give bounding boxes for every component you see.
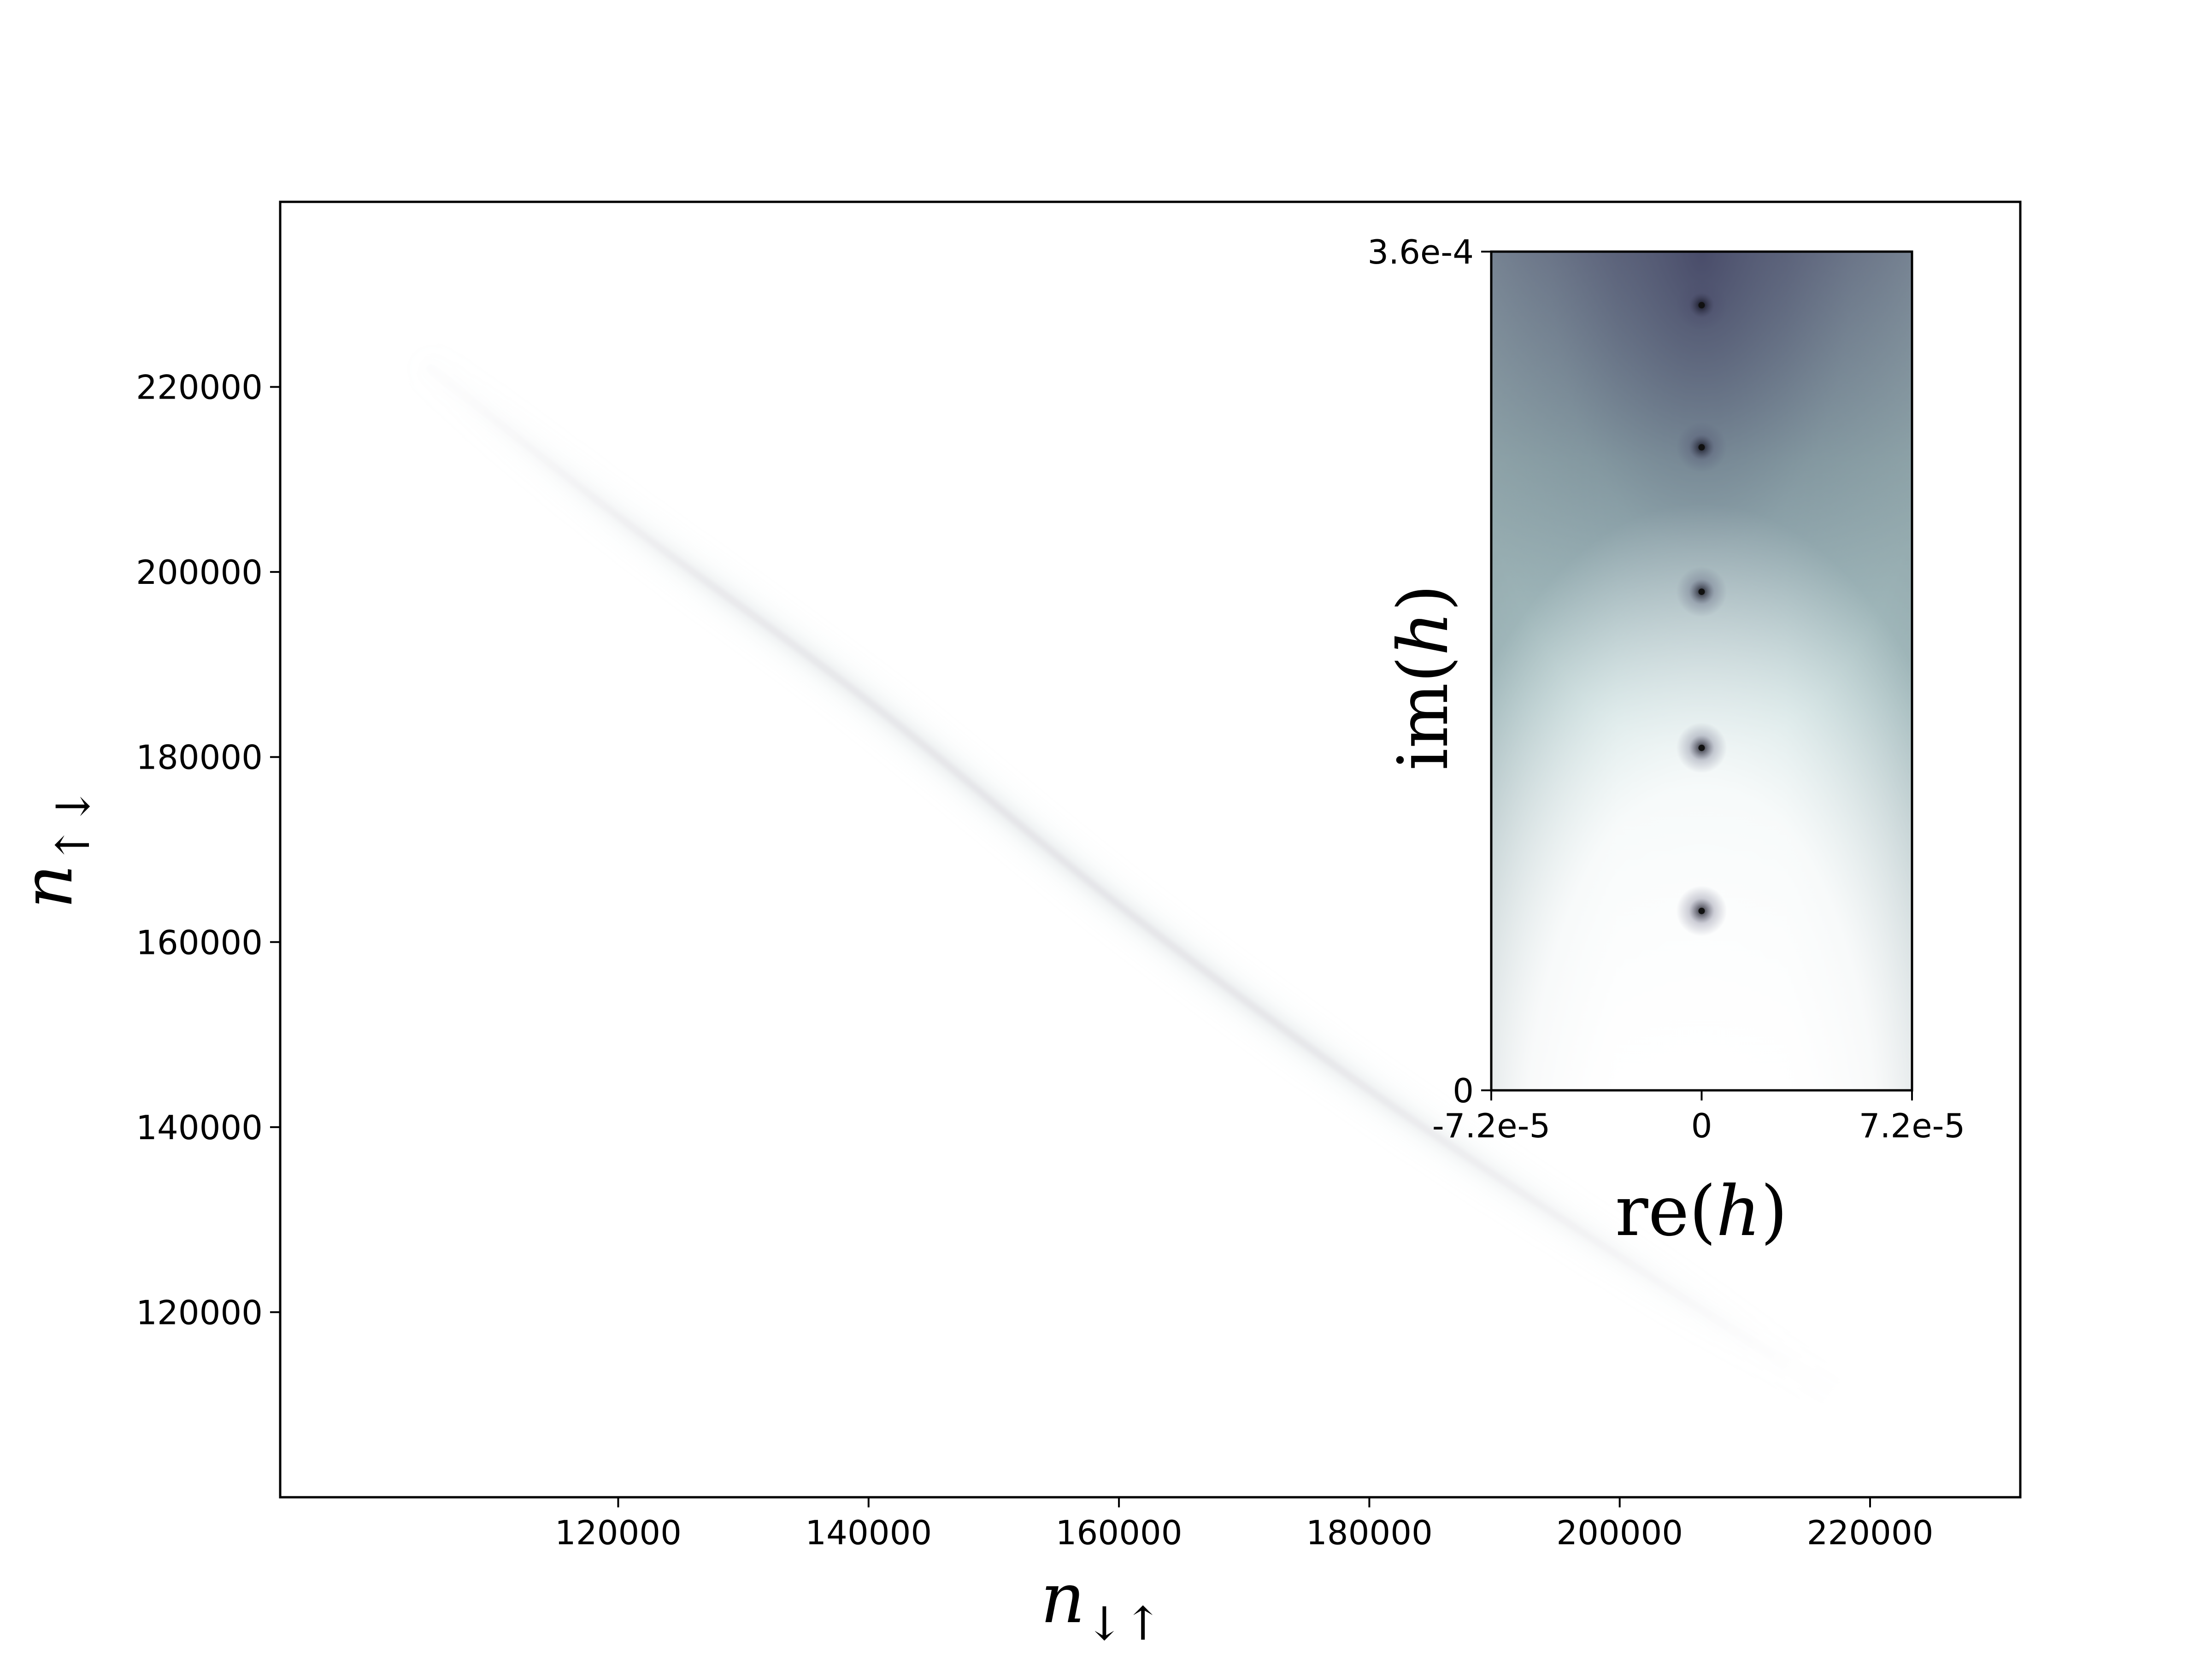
inset-zero-point bbox=[1698, 302, 1705, 309]
main-x-tick-label: 180000 bbox=[1306, 1513, 1433, 1552]
inset-x-tick-label: -7.2e-5 bbox=[1432, 1106, 1551, 1145]
inset-plot: -7.2e-5 0 7.2e-5 03.6e-4 bbox=[1367, 233, 1965, 1145]
inset-x-tick-label: 7.2e-5 bbox=[1859, 1106, 1965, 1145]
main-x-label-var: n bbox=[1041, 1559, 1085, 1639]
inset-heatmap bbox=[1491, 252, 1912, 1090]
inset-zero-point bbox=[1698, 907, 1705, 914]
inset-x-axis-label: re(h) bbox=[1615, 1171, 1788, 1252]
inset-x-label-var: h bbox=[1716, 1171, 1761, 1252]
main-y-tick-label: 120000 bbox=[136, 1293, 263, 1332]
main-x-label-sub: ↓↑ bbox=[1085, 1597, 1163, 1651]
inset-x-label-func: re bbox=[1615, 1171, 1689, 1252]
inset-zero-point bbox=[1698, 444, 1705, 451]
main-x-ticks: 120000 140000 160000 180000 200000 220000 bbox=[555, 1497, 1933, 1552]
inset-zeros bbox=[1676, 280, 1727, 936]
band-core bbox=[426, 365, 1924, 1446]
main-y-tick-label: 200000 bbox=[136, 553, 263, 592]
inset-y-axis-label: im(h) bbox=[1383, 584, 1464, 771]
density-band-gradient bbox=[414, 352, 1936, 1458]
inset-zero-point bbox=[1698, 588, 1705, 595]
main-x-axis-label: n↓↑ bbox=[1041, 1559, 1162, 1651]
main-y-tick-label: 220000 bbox=[136, 368, 263, 407]
density-band bbox=[414, 352, 1936, 1458]
main-y-tick-label: 160000 bbox=[136, 923, 263, 962]
main-y-tick-label: 180000 bbox=[136, 738, 263, 777]
inset-y-tick-label: 3.6e-4 bbox=[1367, 233, 1474, 271]
inset-y-label-func: im bbox=[1383, 683, 1464, 771]
main-frame bbox=[279, 200, 2022, 1499]
main-x-tick-label: 220000 bbox=[1807, 1513, 1934, 1552]
main-y-axis-label: n↑↓ bbox=[8, 787, 100, 909]
inset-y-tick-label: 0 bbox=[1453, 1071, 1474, 1110]
inset-y-label-var: h bbox=[1383, 612, 1464, 656]
main-y-label-sub: ↑↓ bbox=[46, 787, 100, 865]
inset-x-tick-label: 0 bbox=[1691, 1106, 1712, 1145]
main-x-tick-label: 140000 bbox=[805, 1513, 932, 1552]
inset-zero-point bbox=[1698, 744, 1705, 751]
main-y-tick-label: 140000 bbox=[136, 1108, 263, 1147]
inset-y-ticks: 0 3.6e-4 bbox=[1367, 233, 1491, 1110]
inset-x-ticks: -7.2e-5 0 7.2e-5 bbox=[1432, 1090, 1965, 1145]
main-x-tick-label: 200000 bbox=[1556, 1513, 1683, 1552]
main-y-label-var: n bbox=[8, 864, 88, 909]
main-x-tick-label: 120000 bbox=[555, 1513, 682, 1552]
main-y-ticks: 120000 140000 160000 180000 200000 220000 bbox=[136, 368, 280, 1332]
main-x-tick-label: 160000 bbox=[1056, 1513, 1182, 1552]
